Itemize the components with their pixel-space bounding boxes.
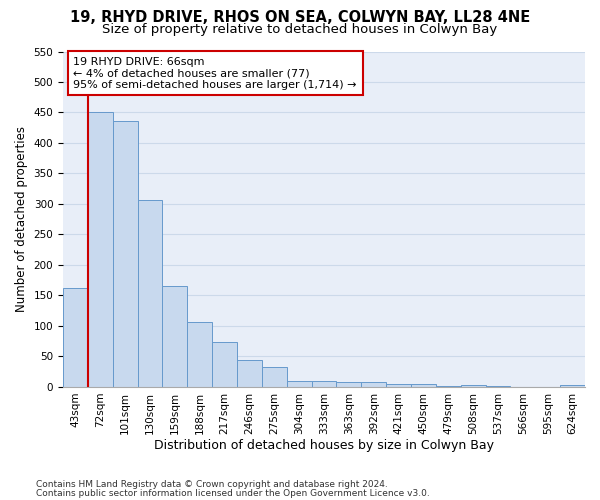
Text: 19, RHYD DRIVE, RHOS ON SEA, COLWYN BAY, LL28 4NE: 19, RHYD DRIVE, RHOS ON SEA, COLWYN BAY,…	[70, 10, 530, 25]
Bar	[560, 384, 585, 387]
Bar	[461, 384, 485, 387]
Bar	[311, 381, 337, 387]
Bar	[212, 342, 237, 387]
Bar	[361, 382, 386, 387]
Text: 19 RHYD DRIVE: 66sqm
← 4% of detached houses are smaller (77)
95% of semi-detach: 19 RHYD DRIVE: 66sqm ← 4% of detached ho…	[73, 56, 357, 90]
Bar	[237, 360, 262, 387]
Bar	[386, 384, 411, 387]
X-axis label: Distribution of detached houses by size in Colwyn Bay: Distribution of detached houses by size …	[154, 440, 494, 452]
Bar	[63, 288, 88, 387]
Bar	[262, 368, 287, 387]
Bar	[287, 381, 311, 387]
Bar	[485, 386, 511, 387]
Bar	[187, 322, 212, 387]
Bar	[411, 384, 436, 387]
Bar	[163, 286, 187, 387]
Bar	[88, 112, 113, 387]
Bar	[137, 200, 163, 387]
Y-axis label: Number of detached properties: Number of detached properties	[15, 126, 28, 312]
Bar	[436, 386, 461, 387]
Bar	[337, 382, 361, 387]
Text: Size of property relative to detached houses in Colwyn Bay: Size of property relative to detached ho…	[103, 22, 497, 36]
Bar	[113, 121, 137, 387]
Text: Contains public sector information licensed under the Open Government Licence v3: Contains public sector information licen…	[36, 490, 430, 498]
Text: Contains HM Land Registry data © Crown copyright and database right 2024.: Contains HM Land Registry data © Crown c…	[36, 480, 388, 489]
